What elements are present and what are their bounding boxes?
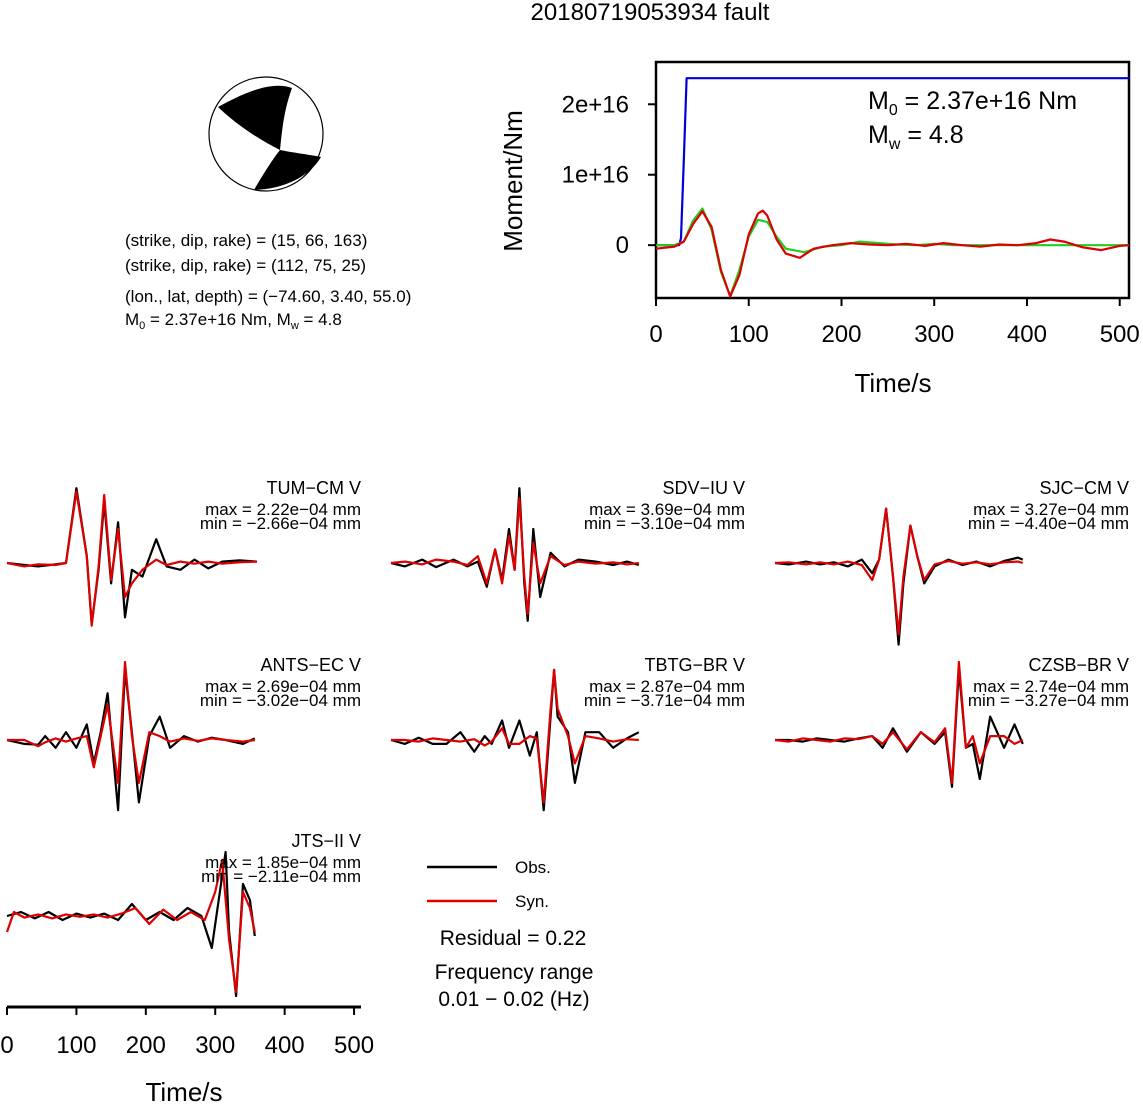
station-min-amplitude: min = −3.02e−04 mm (200, 691, 361, 710)
moment-y-tick-label: 1e+16 (562, 162, 629, 189)
waveform-x-tick-label: 400 (265, 1032, 305, 1059)
legend-obs-label: Obs. (515, 858, 551, 877)
moment-summary: M0 = 2.37e+16 Nm, Mw = 4.8 (125, 310, 342, 332)
station-min-amplitude: min = −2.11e−04 mm (201, 867, 361, 886)
waveform-x-axis-label: Time/s (145, 1077, 222, 1104)
waveform-syn-trace (5, 858, 256, 994)
waveform-syn-trace (774, 660, 1024, 785)
station-label: JTS−II V (291, 831, 361, 851)
station-max-amplitude: max = 2.87e−04 mm (589, 677, 745, 696)
station-label: TUM−CM V (267, 478, 362, 498)
station-max-amplitude: max = 1.85e−04 mm (205, 853, 361, 872)
frequency-range-title: Frequency range (435, 961, 594, 984)
moment-series-line-1 (656, 207, 1129, 297)
station-max-amplitude: max = 2.74e−04 mm (973, 677, 1129, 696)
waveform-syn-trace (390, 497, 639, 616)
moment-axes: 0 100 200 300 400 500 0 1e+16 2e+16 (562, 91, 1140, 348)
waveform-x-tick-label: 500 (334, 1032, 374, 1059)
waveform-x-tick-label: 100 (56, 1032, 96, 1059)
station-label: ANTS−EC V (260, 655, 361, 675)
waveform-syn-trace (391, 668, 639, 804)
station-min-amplitude: min = −4.40e−04 mm (968, 514, 1129, 533)
station-max-amplitude: max = 2.22e−04 mm (205, 500, 361, 519)
hypocenter-location: (lon., lat, depth) = (−74.60, 3.40, 55.0… (125, 287, 411, 306)
waveform-obs-trace (390, 668, 640, 812)
station-label: SDV−IU V (662, 478, 745, 498)
moment-x-tick-label: 400 (1007, 321, 1047, 348)
station-label: TBTG−BR V (644, 655, 745, 675)
moment-x-tick-label: 200 (821, 321, 861, 348)
waveform-x-tick-label: 200 (126, 1032, 166, 1059)
station-min-amplitude: min = −2.66e−04 mm (200, 514, 361, 533)
focal-mechanism-beachball (208, 76, 324, 192)
frequency-range-value: 0.01 − 0.02 (Hz) (438, 988, 589, 1011)
station-max-amplitude: max = 3.27e−04 mm (973, 500, 1129, 519)
station-label: SJC−CM V (1039, 478, 1129, 498)
station-min-amplitude: min = −3.10e−04 mm (584, 514, 745, 533)
residual-text: Residual = 0.22 (440, 927, 587, 950)
nodal-plane-1: (strike, dip, rake) = (15, 66, 163) (125, 231, 367, 250)
waveform-legend: Obs. Syn. Residual = 0.22 Frequency rang… (427, 858, 593, 1011)
waveform-syn-trace (6, 490, 257, 627)
moment-y-tick-label: 2e+16 (562, 91, 629, 118)
figure-title: 20180719053934 fault (531, 0, 770, 26)
moment-y-tick-label: 0 (616, 232, 629, 259)
legend-syn-label: Syn. (515, 892, 549, 911)
station-max-amplitude: max = 3.69e−04 mm (589, 500, 745, 519)
moment-mw-annotation: Mw = 4.8 (868, 121, 964, 153)
moment-series (655, 77, 1130, 298)
moment-y-axis-label: Moment/Nm (498, 110, 528, 252)
station-min-amplitude: min = −3.27e−04 mm (968, 691, 1129, 710)
waveform-syn-trace (774, 507, 1024, 636)
waveform-x-tick-label: 0 (0, 1032, 13, 1059)
nodal-plane-2: (strike, dip, rake) = (112, 75, 25) (125, 256, 366, 275)
moment-rate-chart: 0 100 200 300 400 500 0 1e+16 2e+16 M0 = 2.37e+1… (498, 60, 1140, 398)
station-label: CZSB−BR V (1028, 655, 1129, 675)
moment-x-tick-label: 100 (729, 321, 769, 348)
station-max-amplitude: max = 2.69e−04 mm (205, 677, 361, 696)
station-min-amplitude: min = −3.71e−04 mm (584, 691, 745, 710)
moment-x-tick-label: 500 (1100, 321, 1140, 348)
moment-series-line-2 (655, 209, 1130, 298)
waveform-time-axis: Time/s 0 100 200 300 400 500 (0, 1005, 374, 1104)
moment-plot-frame (654, 60, 1131, 300)
waveform-syn-trace (7, 660, 255, 785)
moment-x-axis-label: Time/s (854, 368, 931, 398)
moment-x-tick-label: 0 (649, 321, 662, 348)
moment-m0-annotation: M0 = 2.37e+16 Nm (868, 87, 1077, 119)
waveform-x-tick-label: 300 (195, 1032, 235, 1059)
moment-x-tick-label: 300 (914, 321, 954, 348)
